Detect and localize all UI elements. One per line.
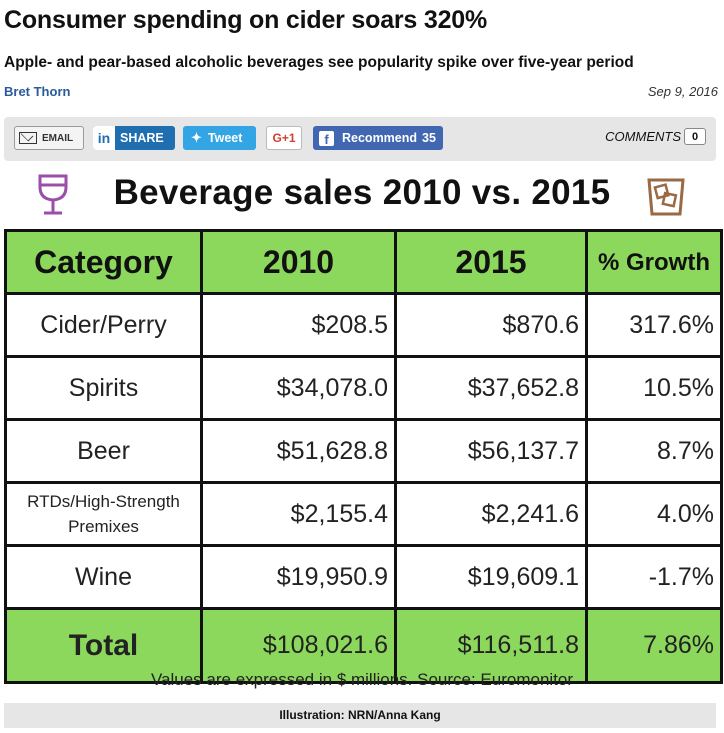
total-label-cell: Total xyxy=(4,607,203,684)
value-2010-cell: $51,628.8 xyxy=(200,418,397,484)
category-cell: Wine xyxy=(4,544,203,610)
column-header-growth: % Growth xyxy=(585,229,723,295)
google-plus-label: G+1 xyxy=(272,131,296,145)
ice-glass-icon xyxy=(647,178,685,216)
growth-cell: 8.7% xyxy=(585,418,723,484)
author-link[interactable]: Bret Thorn xyxy=(4,84,71,99)
comments-count-badge: 0 xyxy=(684,128,706,145)
category-line-2: Premixes xyxy=(68,517,139,536)
google-plus-button[interactable]: G+1 xyxy=(266,126,302,150)
beverage-sales-table: Category 2010 2015 % Growth Cider/Perry … xyxy=(4,229,723,684)
growth-cell: 10.5% xyxy=(585,355,723,421)
category-line-1: RTDs/High-Strength xyxy=(27,492,180,511)
email-share-button[interactable]: EMAIL xyxy=(14,126,84,150)
tweet-label: Tweet xyxy=(207,131,243,145)
value-2010-cell: $34,078.0 xyxy=(200,355,397,421)
image-caption: Illustration: NRN/Anna Kang xyxy=(4,703,716,728)
category-cell: RTDs/High-Strength Premixes xyxy=(4,481,203,547)
column-header-category: Category xyxy=(4,229,203,295)
value-2010-cell: $19,950.9 xyxy=(200,544,397,610)
email-share-label: EMAIL xyxy=(42,132,74,144)
column-header-2010: 2010 xyxy=(200,229,397,295)
infographic-source-note: Values are expressed in $ millions. Sour… xyxy=(150,670,574,689)
facebook-recommend-count: 35 xyxy=(422,131,436,145)
column-header-2015: 2015 xyxy=(394,229,588,295)
wine-glass-icon xyxy=(38,174,68,215)
value-2010-cell: $2,155.4 xyxy=(200,481,397,547)
linkedin-share-label: SHARE xyxy=(120,131,164,145)
value-2015-cell: $2,241.6 xyxy=(394,481,588,547)
growth-cell: 317.6% xyxy=(585,292,723,358)
value-2015-cell: $19,609.1 xyxy=(394,544,588,610)
value-2015-cell: $56,137.7 xyxy=(394,418,588,484)
table-row: Beer $51,628.8 $56,137.7 8.7% xyxy=(4,418,723,484)
total-growth-cell: 7.86% xyxy=(585,607,723,684)
table-row: Spirits $34,078.0 $37,652.8 10.5% xyxy=(4,355,723,421)
share-bar: EMAIL in SHARE ✦ Tweet G+1 f Recommend 3… xyxy=(4,117,716,161)
linkedin-share-button[interactable]: in SHARE xyxy=(93,126,175,150)
category-cell: Cider/Perry xyxy=(4,292,203,358)
total-2015-cell: $116,511.8 xyxy=(394,607,588,684)
category-cell: Beer xyxy=(4,418,203,484)
table-row: RTDs/High-Strength Premixes $2,155.4 $2,… xyxy=(4,481,723,547)
value-2015-cell: $870.6 xyxy=(394,292,588,358)
value-2010-cell: $208.5 xyxy=(200,292,397,358)
comments-label: COMMENTS xyxy=(605,129,681,144)
publish-date: Sep 9, 2016 xyxy=(647,84,718,99)
table-header-row: Category 2010 2015 % Growth xyxy=(4,229,723,295)
tweet-button[interactable]: ✦ Tweet xyxy=(183,126,256,150)
comments-link[interactable]: COMMENTS 0 xyxy=(605,128,706,145)
total-row: Total $108,021.6 $116,511.8 7.86% xyxy=(4,607,723,684)
table-row: Wine $19,950.9 $19,609.1 -1.7% xyxy=(4,544,723,610)
facebook-recommend-button[interactable]: f Recommend 35 xyxy=(313,126,443,150)
facebook-recommend-label: Recommend xyxy=(342,131,418,145)
twitter-bird-icon: ✦ xyxy=(191,130,202,145)
article-headline: Consumer spending on cider soars 320% xyxy=(4,6,488,34)
table-row: Cider/Perry $208.5 $870.6 317.6% xyxy=(4,292,723,358)
growth-cell: 4.0% xyxy=(585,481,723,547)
total-2010-cell: $108,021.6 xyxy=(200,607,397,684)
facebook-icon: f xyxy=(319,130,334,146)
article-subhead: Apple- and pear-based alcoholic beverage… xyxy=(4,54,634,71)
linkedin-icon: in xyxy=(93,126,115,150)
beverage-sales-infographic: Beverage sales 2010 vs. 2015 Category 20… xyxy=(0,167,724,702)
growth-cell: -1.7% xyxy=(585,544,723,610)
envelope-icon xyxy=(19,132,37,144)
infographic-title: Beverage sales 2010 vs. 2015 xyxy=(113,173,611,212)
value-2015-cell: $37,652.8 xyxy=(394,355,588,421)
category-cell: Spirits xyxy=(4,355,203,421)
